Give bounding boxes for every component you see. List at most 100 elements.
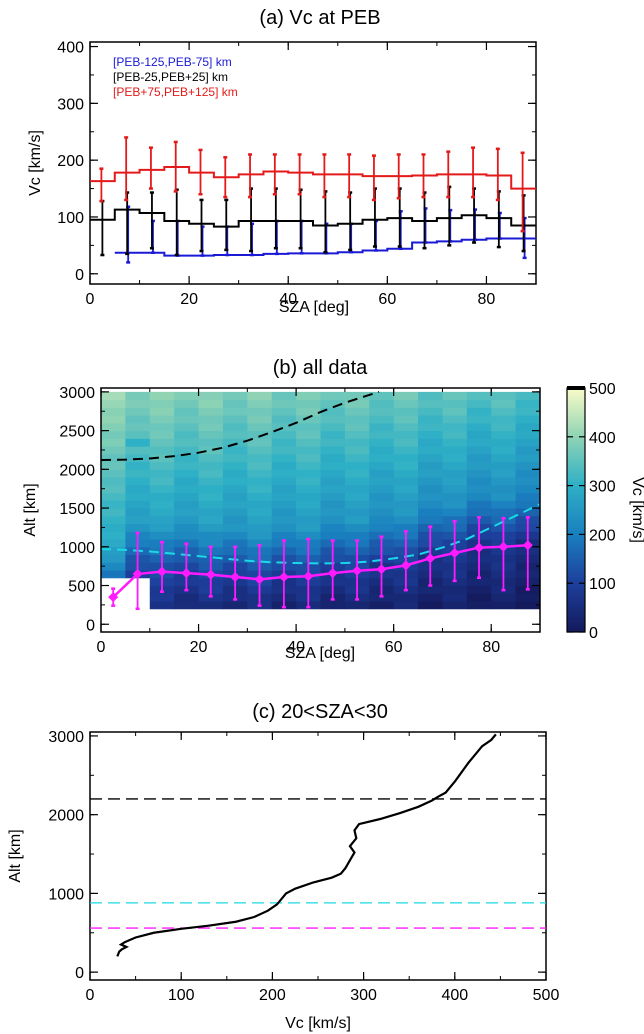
- heatmap-cell: [296, 484, 321, 494]
- heatmap-cell: [442, 446, 468, 455]
- dashed-curve-cyan: [100, 503, 541, 565]
- heatmap-cell: [491, 399, 517, 408]
- panel-b-y-tick-label: 1500: [59, 501, 95, 518]
- heatmap-cell: [344, 508, 370, 517]
- heatmap-cell: [101, 531, 126, 540]
- heatmap-cell: [344, 407, 370, 416]
- heatmap-cell: [125, 500, 151, 509]
- heatmap-cell: [369, 601, 395, 610]
- heatmap-cell: [271, 453, 297, 463]
- heatmap-cell: [222, 453, 248, 463]
- heatmap-cell: [271, 407, 297, 416]
- heatmap-cell: [247, 500, 273, 509]
- heatmap-cell: [442, 430, 468, 439]
- heatmap-cell: [222, 539, 248, 548]
- heatmap-cell: [174, 601, 200, 610]
- heatmap-cell: [369, 523, 395, 532]
- heatmap-cell: [442, 461, 468, 470]
- heatmap-cell: [515, 500, 540, 509]
- heatmap-cell: [247, 484, 273, 494]
- panel-c-x-tick-label: 500: [533, 987, 560, 1004]
- heatmap-cell: [393, 399, 419, 408]
- heatmap-cell: [369, 422, 395, 432]
- heatmap-cell: [222, 422, 248, 432]
- heatmap-cell: [393, 492, 419, 501]
- heatmap-cell: [515, 461, 540, 470]
- heatmap-cell: [393, 601, 419, 610]
- heatmap-cell: [442, 453, 468, 463]
- heatmap-cell: [222, 484, 248, 494]
- heatmap-cell: [222, 601, 248, 610]
- heatmap-cell: [198, 508, 224, 517]
- panel-a-x-tick-label: 40: [279, 291, 297, 308]
- heatmap-cell: [418, 484, 443, 494]
- panel-a-title: (a) Vc at PEB: [259, 7, 380, 29]
- heatmap-cell: [369, 391, 395, 401]
- panel-c-x-tick-label: 200: [259, 987, 286, 1004]
- heatmap-cell: [296, 461, 321, 470]
- panel-c-x-axis-label: Vc [km/s]: [285, 1015, 351, 1032]
- heatmap-cell: [466, 469, 492, 478]
- heatmap-cell: [344, 500, 370, 509]
- heatmap-cell: [442, 500, 468, 509]
- heatmap-cell: [271, 469, 297, 478]
- heatmap-cell: [320, 531, 346, 540]
- heatmap-cell: [149, 438, 175, 447]
- panel-b-x-tick-label: 60: [385, 639, 403, 656]
- heatmap-cell: [515, 484, 540, 494]
- heatmap-cell: [418, 407, 443, 416]
- heatmap-cell: [149, 515, 175, 525]
- panel-a-x-tick-label: 80: [478, 291, 496, 308]
- heatmap-cell: [198, 477, 224, 486]
- heatmap-cell: [296, 438, 321, 447]
- heatmap-cell: [247, 508, 273, 517]
- panel-a-y-tick-label: 100: [57, 210, 84, 227]
- panel-a-y-axis-label: Vc [km/s]: [27, 130, 44, 196]
- heatmap-cell: [515, 422, 540, 432]
- panel-c-y-tick-label: 1000: [48, 886, 84, 903]
- peb-marker: [498, 541, 509, 552]
- peb-marker: [449, 547, 460, 558]
- heatmap-cell: [174, 523, 200, 532]
- heatmap-cell: [296, 415, 321, 424]
- heatmap-cell: [174, 531, 200, 540]
- heatmap-cell: [515, 407, 540, 416]
- heatmap-cell: [418, 461, 443, 470]
- panel-b-x-axis-label: SZA [deg]: [285, 645, 355, 662]
- heatmap-cell: [198, 430, 224, 439]
- heatmap-cell: [418, 422, 443, 432]
- heatmap-cell: [369, 508, 395, 517]
- panel-b-axis-ticks: 0 20 40 60 80 0 500 1000 1500 2000 2500 3000: [59, 385, 541, 656]
- heatmap-cell: [198, 415, 224, 424]
- heatmap-cell: [222, 515, 248, 525]
- heatmap-cell: [101, 546, 126, 556]
- heatmap-cell: [125, 484, 151, 494]
- colorbar-label: Vc [km/s]: [629, 477, 644, 543]
- heatmap-cell: [198, 539, 224, 548]
- heatmap-cell: [320, 453, 346, 463]
- heatmap-cell: [442, 585, 468, 594]
- heatmap-cell: [271, 399, 297, 408]
- heatmap-cell: [271, 415, 297, 424]
- panel-c-y-axis-label: Alt [km]: [7, 829, 24, 882]
- heatmap-cell: [369, 492, 395, 501]
- colorbar-tick-label: 300: [589, 479, 616, 496]
- heatmap-cell: [515, 453, 540, 463]
- heatmap-cell: [515, 492, 540, 501]
- heatmap-cell: [515, 415, 540, 424]
- heatmap-cell: [125, 422, 151, 432]
- heatmap-cell: [222, 391, 248, 401]
- peb-marker: [156, 566, 167, 577]
- heatmap-cell: [101, 422, 126, 432]
- heatmap-cell: [101, 399, 126, 408]
- heatmap-cell: [442, 484, 468, 494]
- heatmap-cell: [174, 461, 200, 470]
- heatmap-cell: [491, 601, 517, 610]
- heatmap-cell: [418, 399, 443, 408]
- heatmap-cell: [247, 531, 273, 540]
- colorbar-ticks: 0 100 200 300 400 500: [567, 381, 616, 642]
- panel-b-y-tick-label: 500: [68, 579, 95, 596]
- heatmap-cell: [320, 469, 346, 478]
- heatmap-cell: [125, 461, 151, 470]
